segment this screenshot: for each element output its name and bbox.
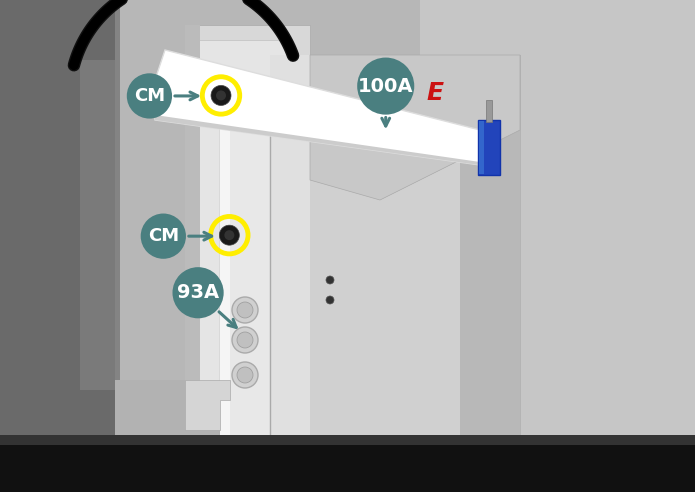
Polygon shape	[460, 55, 520, 460]
Circle shape	[126, 73, 172, 119]
Circle shape	[216, 91, 226, 100]
Polygon shape	[0, 0, 115, 492]
Circle shape	[232, 327, 258, 353]
Circle shape	[140, 214, 186, 259]
Polygon shape	[185, 25, 310, 430]
Polygon shape	[155, 50, 480, 165]
Polygon shape	[0, 435, 695, 492]
Polygon shape	[220, 80, 270, 460]
Text: CM: CM	[148, 227, 179, 245]
Polygon shape	[185, 25, 200, 430]
Circle shape	[237, 367, 253, 383]
Polygon shape	[195, 40, 290, 420]
Circle shape	[357, 58, 414, 115]
Text: 93A: 93A	[177, 283, 219, 302]
Circle shape	[326, 296, 334, 304]
Polygon shape	[80, 60, 115, 390]
Polygon shape	[185, 380, 230, 430]
Circle shape	[232, 362, 258, 388]
Circle shape	[224, 230, 234, 240]
Polygon shape	[220, 80, 230, 460]
Circle shape	[211, 86, 231, 105]
Polygon shape	[155, 115, 480, 165]
Polygon shape	[486, 100, 492, 122]
Text: 100A: 100A	[358, 77, 414, 95]
Circle shape	[220, 225, 239, 245]
Polygon shape	[479, 121, 484, 174]
Polygon shape	[270, 55, 520, 460]
Polygon shape	[478, 120, 500, 175]
Polygon shape	[270, 55, 310, 460]
Text: E: E	[427, 81, 443, 105]
Circle shape	[237, 332, 253, 348]
Polygon shape	[0, 435, 695, 445]
Circle shape	[172, 267, 224, 318]
Circle shape	[326, 276, 334, 284]
Circle shape	[237, 302, 253, 318]
Polygon shape	[310, 55, 520, 200]
Text: CM: CM	[134, 87, 165, 105]
Circle shape	[232, 297, 258, 323]
